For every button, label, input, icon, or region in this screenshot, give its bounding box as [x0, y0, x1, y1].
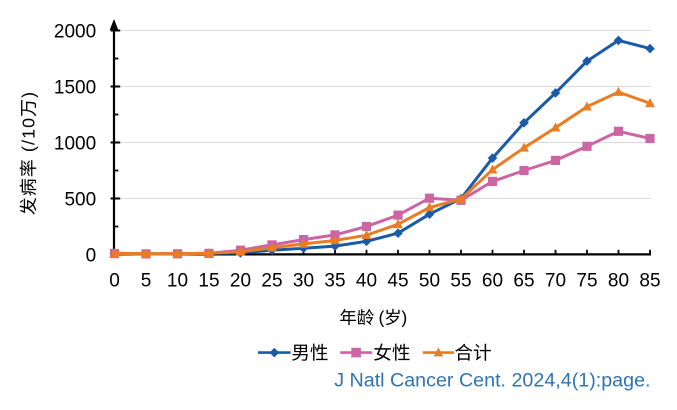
svg-text:1500: 1500 [54, 77, 96, 98]
svg-text:70: 70 [545, 270, 566, 291]
svg-text:(/10: (/10 [19, 117, 39, 152]
svg-text:10: 10 [167, 270, 188, 291]
svg-text:50: 50 [419, 270, 440, 291]
svg-text:): ) [19, 91, 39, 98]
svg-text:40: 40 [356, 270, 377, 291]
svg-text:45: 45 [387, 270, 408, 291]
svg-text:5: 5 [141, 270, 152, 291]
svg-text:2000: 2000 [54, 21, 96, 42]
svg-text:55: 55 [450, 270, 471, 291]
svg-text:): ) [401, 308, 407, 328]
svg-text:35: 35 [324, 270, 345, 291]
svg-text:20: 20 [230, 270, 251, 291]
svg-text:30: 30 [293, 270, 314, 291]
svg-text:J Natl Cancer Cent. 2024,4(1):: J Natl Cancer Cent. 2024,4(1):page. [334, 370, 650, 392]
svg-text:0: 0 [86, 245, 97, 266]
svg-text:80: 80 [608, 270, 629, 291]
svg-text:500: 500 [64, 189, 96, 210]
svg-text:85: 85 [639, 270, 660, 291]
svg-text:65: 65 [513, 270, 534, 291]
svg-text:60: 60 [482, 270, 503, 291]
svg-text:25: 25 [261, 270, 282, 291]
svg-text:75: 75 [576, 270, 597, 291]
svg-text:15: 15 [198, 270, 219, 291]
svg-text:0: 0 [109, 270, 120, 291]
svg-text:1000: 1000 [54, 133, 96, 154]
svg-text:(: ( [379, 308, 385, 328]
